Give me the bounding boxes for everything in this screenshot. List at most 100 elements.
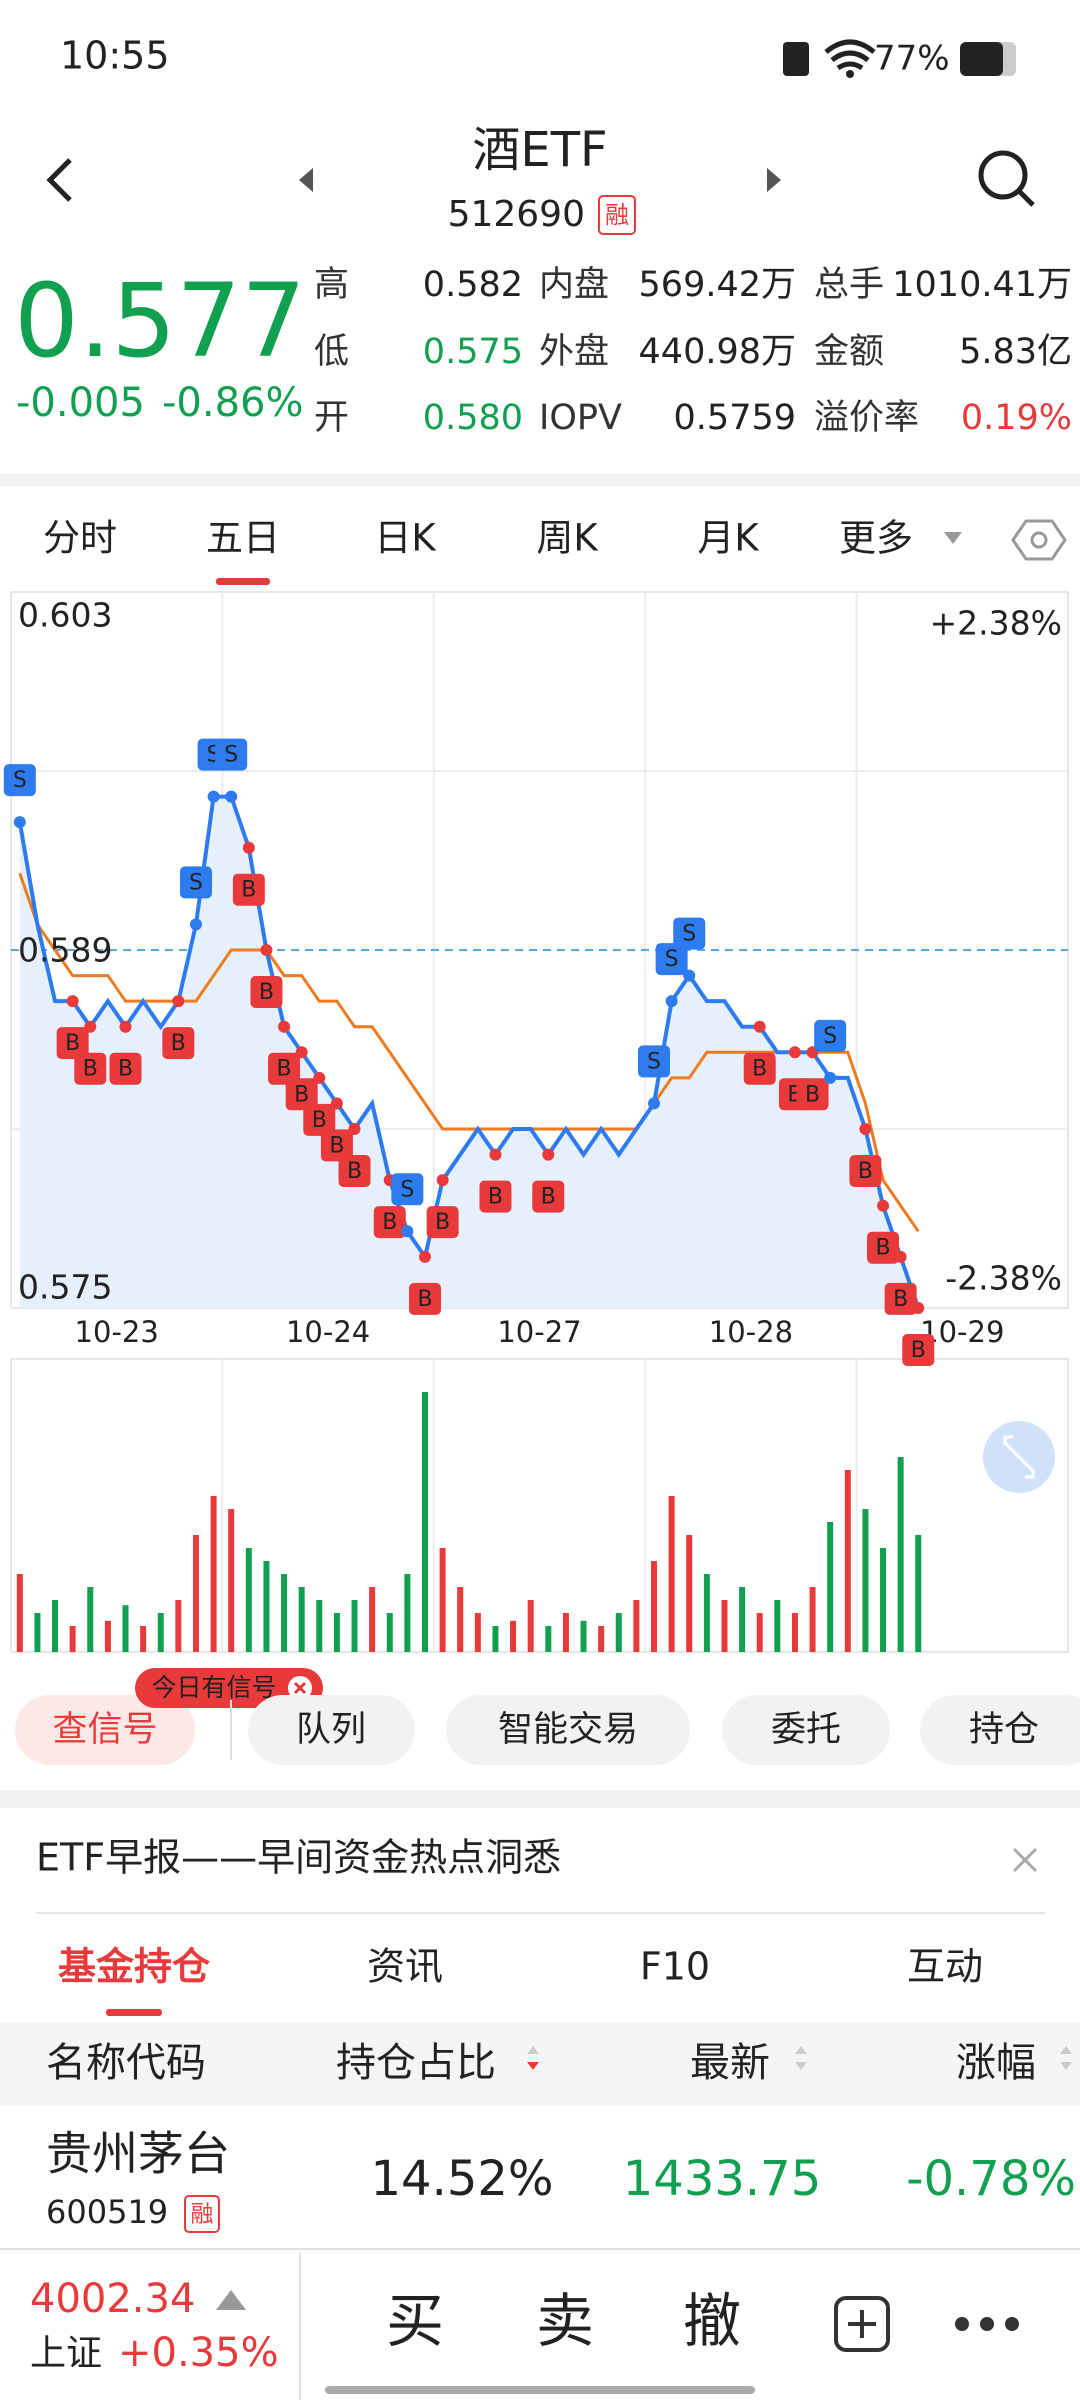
volume-bar [69,1626,76,1652]
signal-box [408,1282,441,1315]
column-header[interactable]: 最新 [690,2040,770,2086]
signal-label: S [224,743,238,768]
volume-bar [52,1600,59,1652]
chart-tab[interactable]: 更多 [839,517,913,560]
stat-label: 溢价率 [814,398,919,438]
margin-badge-box [598,195,636,235]
chart-tab[interactable]: 日K [374,517,437,560]
column-header[interactable]: 持仓占比 [336,2040,496,2086]
signal-dot [894,1250,907,1263]
holding-change: -0.78% [906,2151,1076,2207]
info-tab[interactable]: 资讯 [367,1945,443,1989]
signal-label: B [329,1133,344,1158]
sort-icon [795,2046,807,2070]
volume-bar [192,1535,199,1652]
chart-tab[interactable]: 五日 [206,517,280,560]
chart-tab[interactable]: 分时 [43,517,117,560]
stat-value: 0.5759 [674,398,796,438]
bottom-bar [0,2249,1080,2400]
index-value[interactable]: 4002.34 [30,2276,195,2322]
stat-label: 高 [314,265,349,305]
news-title[interactable]: ETF早报——早间资金热点洞悉 [36,1836,561,1880]
battery-level [960,42,1003,76]
position-button[interactable] [920,1695,1080,1765]
x-tick-label: 10-28 [709,1315,793,1349]
signal-box [320,1129,353,1162]
info-tab[interactable]: F10 [640,1945,710,1989]
signal-box [391,1173,424,1206]
index-name: 上证 [30,2333,102,2374]
x-tick-label: 10-27 [497,1315,581,1349]
volume-bar [281,1574,288,1652]
next-button[interactable] [767,168,781,192]
search-button[interactable] [978,150,1028,200]
buy-button[interactable]: 买 [386,2287,444,2355]
volume-bar [263,1561,270,1652]
signal-box [426,1206,459,1239]
signal-dot [189,918,202,931]
volume-bar [439,1548,446,1652]
signal-label: B [241,878,256,903]
back-button[interactable] [46,158,72,202]
more-dot[interactable] [955,2317,969,2331]
y-max-label: 0.603 [18,596,112,635]
volume-bar [351,1600,358,1652]
sell-button[interactable]: 卖 [536,2287,594,2355]
smart-trade-button[interactable] [446,1695,690,1765]
more-dot [1005,2317,1019,2331]
volume-bar [527,1600,534,1652]
sim-icon [783,42,809,76]
add-button[interactable] [834,2296,890,2352]
chart-tab[interactable]: 周K [536,517,599,560]
index-expand[interactable] [216,2290,246,2310]
signal-box [884,1282,917,1315]
sort-down [527,2062,539,2070]
volume-bar [862,1509,869,1652]
signal-label: B [805,1082,820,1107]
signal-label: S [647,1049,661,1074]
stat-label: 总手 [814,265,884,305]
signal-box [56,1027,89,1060]
column-header[interactable]: 涨幅 [956,2040,1036,2086]
volume-bar [668,1496,675,1652]
info-tab[interactable]: 基金持仓 [58,1945,211,1989]
volume-bar [175,1600,182,1652]
sort-up [527,2046,539,2054]
signal-dot [648,1097,661,1110]
signal-button[interactable] [15,1695,195,1765]
signal-box [655,943,688,976]
info-tab[interactable]: 互动 [907,1945,983,1989]
holding-name[interactable]: 贵州茅台 [46,2127,230,2181]
news-close[interactable] [1012,1847,1038,1873]
section-divider [0,474,1080,486]
more-dropdown-icon[interactable] [944,532,962,544]
signal-label: B [277,1057,292,1082]
cancel-button[interactable]: 撤 [683,2287,741,2355]
signal-box [232,873,265,906]
pct-bottom-label: -2.38% [945,1259,1062,1298]
signal-dot [330,1097,343,1110]
info-tab-indicator [106,2009,162,2016]
expand-icon [1003,1435,1035,1479]
volume-bar [615,1613,622,1652]
signal-label: S [823,1024,837,1049]
chart-tab[interactable]: 月K [697,517,760,560]
signal-box [303,1103,336,1136]
volume-bar [316,1600,323,1652]
order-button-label: 委托 [771,1710,841,1750]
queue-button[interactable] [248,1695,415,1765]
price-change-pct: -0.86% [162,380,304,426]
signal-box [109,1052,142,1085]
holding-price: 1433.75 [623,2151,822,2207]
volume-bar [210,1496,217,1652]
volume-bar [369,1587,376,1652]
signal-box [3,764,36,797]
signal-dot [119,1020,132,1033]
stat-label: IOPV [539,398,622,438]
settings-icon[interactable] [1011,519,1067,561]
signal-label: S [665,947,679,972]
order-button[interactable] [722,1695,890,1765]
stat-value: 0.580 [423,398,523,438]
signal-label: S [13,768,27,793]
prev-button[interactable] [299,168,313,192]
